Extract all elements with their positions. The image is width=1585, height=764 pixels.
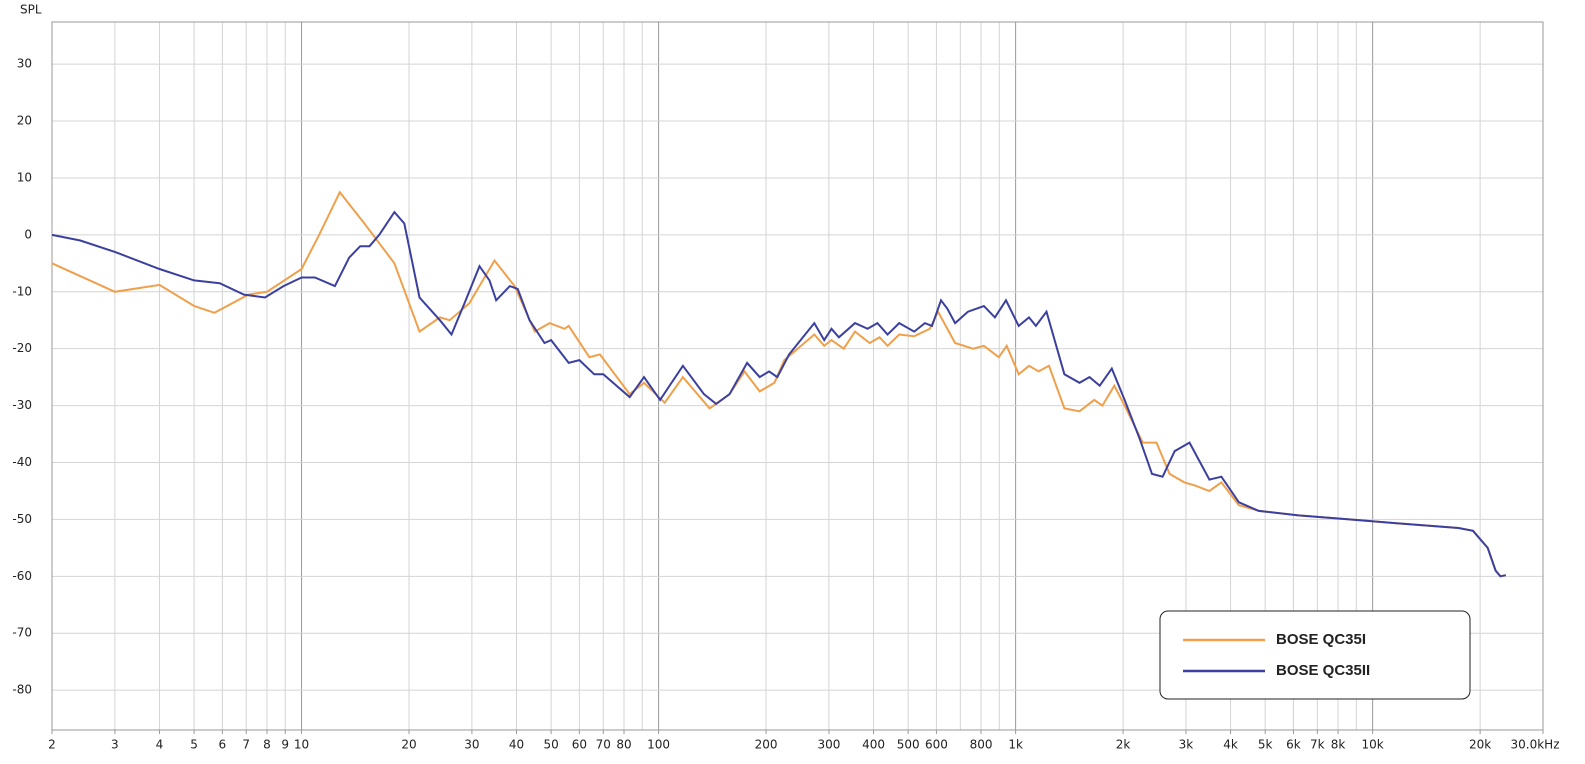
y-tick-label: -80 bbox=[12, 683, 32, 697]
y-tick-label: -70 bbox=[12, 626, 32, 640]
x-tick-label: 60 bbox=[572, 738, 587, 752]
x-tick-label: 9 bbox=[281, 738, 289, 752]
legend-label: BOSE QC35II bbox=[1276, 662, 1370, 679]
x-tick-label: 600 bbox=[925, 738, 948, 752]
x-tick-label: 50 bbox=[543, 738, 558, 752]
x-tick-label: 100 bbox=[647, 738, 670, 752]
x-tick-label: 6k bbox=[1286, 738, 1301, 752]
x-tick-label: 20k bbox=[1469, 738, 1491, 752]
x-tick-label: 10k bbox=[1362, 738, 1384, 752]
legend-box bbox=[1159, 610, 1471, 700]
x-tick-label: 400 bbox=[862, 738, 885, 752]
x-tick-label: 1k bbox=[1008, 738, 1023, 752]
x-tick-label: 3k bbox=[1179, 738, 1194, 752]
x-tick-label: 3 bbox=[111, 738, 119, 752]
x-tick-label: 10 bbox=[294, 738, 309, 752]
x-tick-label: 300 bbox=[817, 738, 840, 752]
x-tick-label: 6 bbox=[219, 738, 227, 752]
y-tick-label: -30 bbox=[12, 398, 32, 412]
x-tick-label: 4 bbox=[156, 738, 164, 752]
x-tick-label: 8 bbox=[263, 738, 271, 752]
x-tick-label: 2k bbox=[1116, 738, 1131, 752]
series-line bbox=[51, 190, 1506, 578]
x-tick-label: 70 bbox=[596, 738, 611, 752]
y-tick-label: -20 bbox=[12, 341, 32, 355]
y-tick-label: 10 bbox=[17, 170, 32, 184]
x-tick-label: 2 bbox=[48, 738, 56, 752]
x-tick-label: 5 bbox=[190, 738, 198, 752]
x-tick-label: 30.0kHz bbox=[1511, 738, 1560, 752]
x-tick-label: 80 bbox=[616, 738, 631, 752]
x-tick-label: 200 bbox=[755, 738, 778, 752]
y-tick-label: 0 bbox=[24, 227, 32, 241]
x-tick-label: 4k bbox=[1223, 738, 1238, 752]
y-tick-label: -40 bbox=[12, 455, 32, 469]
y-axis-label: SPL bbox=[20, 3, 42, 17]
x-tick-label: 800 bbox=[970, 738, 993, 752]
x-tick-label: 500 bbox=[897, 738, 920, 752]
x-tick-label: 30 bbox=[464, 738, 479, 752]
x-tick-label: 8k bbox=[1331, 738, 1346, 752]
y-tick-label: -50 bbox=[12, 512, 32, 526]
x-tick-label: 40 bbox=[509, 738, 524, 752]
y-tick-label: -10 bbox=[12, 284, 32, 298]
y-tick-label: 30 bbox=[17, 57, 32, 71]
x-tick-label: 7 bbox=[242, 738, 250, 752]
legend-label: BOSE QC35I bbox=[1276, 631, 1366, 648]
x-tick-label: 5k bbox=[1258, 738, 1273, 752]
plot-border bbox=[51, 21, 1544, 731]
y-tick-label: -60 bbox=[12, 569, 32, 583]
series-line bbox=[51, 210, 1506, 578]
x-tick-label: 7k bbox=[1310, 738, 1325, 752]
y-tick-label: 20 bbox=[17, 114, 32, 128]
x-tick-label: 20 bbox=[401, 738, 416, 752]
